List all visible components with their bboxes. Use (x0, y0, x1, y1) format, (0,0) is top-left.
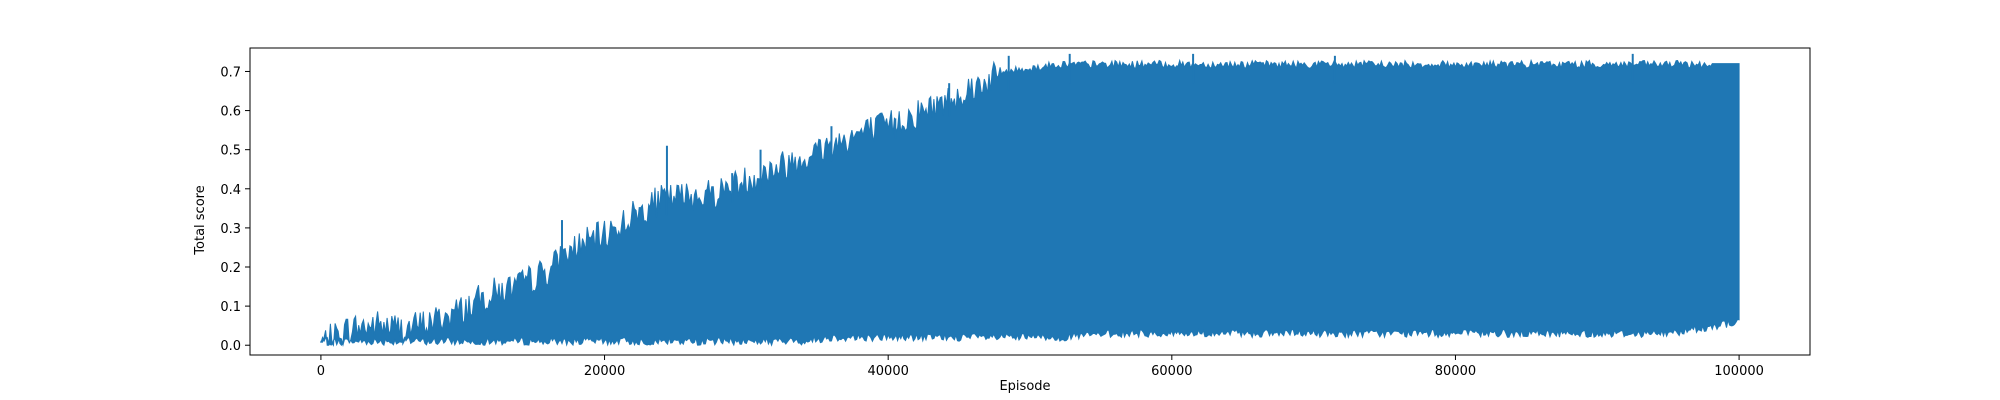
x-tick-label: 40000 (868, 364, 909, 379)
y-tick-label: 0.0 (220, 339, 241, 354)
x-tick-label: 60000 (1151, 364, 1192, 379)
plot-frame (249, 47, 1811, 356)
x-tick-label: 100000 (1714, 364, 1764, 379)
series-0-area (320, 58, 1740, 348)
axes: 0 20000 40000 60000 80000 100000 0.0 0.1 0.2 0.3 0… (220, 47, 1811, 379)
y-tick-label: 0.1 (220, 300, 241, 315)
y-tick-label: 0.3 (220, 222, 241, 237)
x-tick-label: 20000 (584, 364, 625, 379)
x-tick-label: 0 (317, 364, 325, 379)
x-tick-label: 80000 (1435, 364, 1476, 379)
y-tick-label: 0.7 (220, 65, 241, 80)
y-tick-label: 0.2 (220, 261, 241, 276)
x-axis-label: Episode (999, 379, 1050, 394)
y-tick-label: 0.6 (220, 105, 241, 120)
plot-area (320, 53, 1740, 348)
y-tick-label: 0.5 (220, 144, 241, 159)
y-axis-label: Total score (193, 185, 208, 255)
y-tick-label: 0.4 (220, 183, 241, 198)
